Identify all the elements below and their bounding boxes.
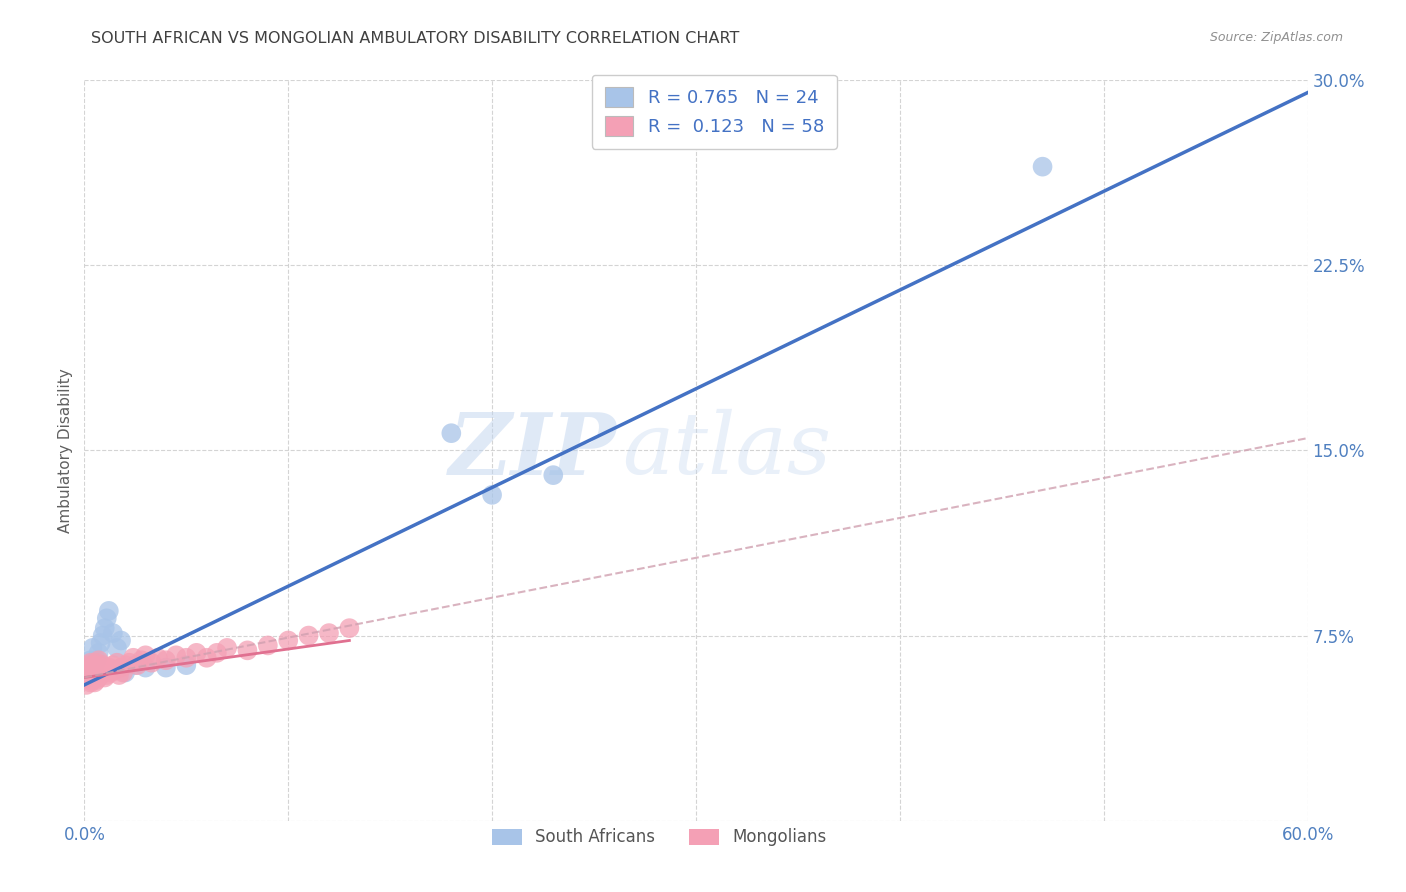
- Point: [236, 643, 259, 657]
- Point: [79, 656, 101, 670]
- Point: [87, 663, 110, 677]
- Point: [543, 468, 565, 483]
- Point: [79, 675, 101, 690]
- Point: [118, 656, 141, 670]
- Point: [122, 650, 145, 665]
- Point: [112, 665, 135, 680]
- Point: [77, 673, 100, 687]
- Point: [91, 658, 114, 673]
- Point: [114, 658, 136, 673]
- Point: [87, 671, 110, 685]
- Point: [90, 636, 112, 650]
- Point: [257, 639, 280, 653]
- Point: [87, 646, 110, 660]
- Point: [79, 663, 101, 677]
- Point: [86, 665, 108, 680]
- Point: [83, 658, 105, 673]
- Point: [131, 653, 153, 667]
- Point: [75, 678, 97, 692]
- Point: [165, 648, 187, 663]
- Point: [105, 656, 128, 670]
- Point: [82, 671, 104, 685]
- Point: [141, 656, 163, 670]
- Point: [108, 668, 131, 682]
- Point: [75, 658, 97, 673]
- Point: [82, 640, 104, 655]
- Point: [91, 665, 114, 680]
- Point: [101, 626, 124, 640]
- Point: [104, 663, 127, 677]
- Point: [101, 658, 124, 673]
- Point: [298, 628, 321, 642]
- Point: [91, 628, 114, 642]
- Point: [75, 660, 97, 674]
- Point: [135, 660, 157, 674]
- Point: [124, 658, 146, 673]
- Point: [100, 665, 122, 680]
- Point: [174, 658, 197, 673]
- Point: [77, 665, 100, 680]
- Point: [86, 656, 108, 670]
- Point: [93, 671, 115, 685]
- Point: [186, 646, 208, 660]
- Point: [105, 640, 128, 655]
- Legend: South Africans, Mongolians: South Africans, Mongolians: [485, 822, 834, 853]
- Point: [155, 653, 177, 667]
- Point: [96, 611, 118, 625]
- Point: [1032, 160, 1054, 174]
- Text: ZIP: ZIP: [449, 409, 616, 492]
- Point: [440, 426, 463, 441]
- Point: [318, 626, 340, 640]
- Point: [90, 660, 112, 674]
- Point: [77, 671, 100, 685]
- Point: [135, 648, 157, 663]
- Text: atlas: atlas: [623, 409, 832, 491]
- Text: SOUTH AFRICAN VS MONGOLIAN AMBULATORY DISABILITY CORRELATION CHART: SOUTH AFRICAN VS MONGOLIAN AMBULATORY DI…: [91, 31, 740, 46]
- Point: [110, 633, 132, 648]
- Point: [83, 668, 105, 682]
- Point: [155, 660, 177, 674]
- Point: [205, 646, 228, 660]
- Point: [83, 675, 105, 690]
- Point: [481, 488, 503, 502]
- Y-axis label: Ambulatory Disability: Ambulatory Disability: [58, 368, 73, 533]
- Point: [93, 663, 115, 677]
- Point: [114, 665, 136, 680]
- Point: [75, 671, 97, 685]
- Point: [110, 660, 132, 674]
- Point: [127, 658, 149, 673]
- Point: [82, 665, 104, 680]
- Point: [93, 621, 115, 635]
- Point: [96, 668, 118, 682]
- Point: [87, 653, 110, 667]
- Point: [79, 668, 101, 682]
- Point: [79, 653, 101, 667]
- Point: [97, 604, 120, 618]
- Point: [146, 650, 169, 665]
- Point: [82, 660, 104, 674]
- Point: [97, 660, 120, 674]
- Point: [195, 650, 218, 665]
- Text: Source: ZipAtlas.com: Source: ZipAtlas.com: [1209, 31, 1343, 45]
- Point: [339, 621, 361, 635]
- Point: [83, 658, 105, 673]
- Point: [77, 658, 100, 673]
- Point: [217, 640, 239, 655]
- Point: [277, 633, 299, 648]
- Point: [86, 673, 108, 687]
- Point: [174, 650, 197, 665]
- Point: [90, 668, 112, 682]
- Point: [86, 653, 108, 667]
